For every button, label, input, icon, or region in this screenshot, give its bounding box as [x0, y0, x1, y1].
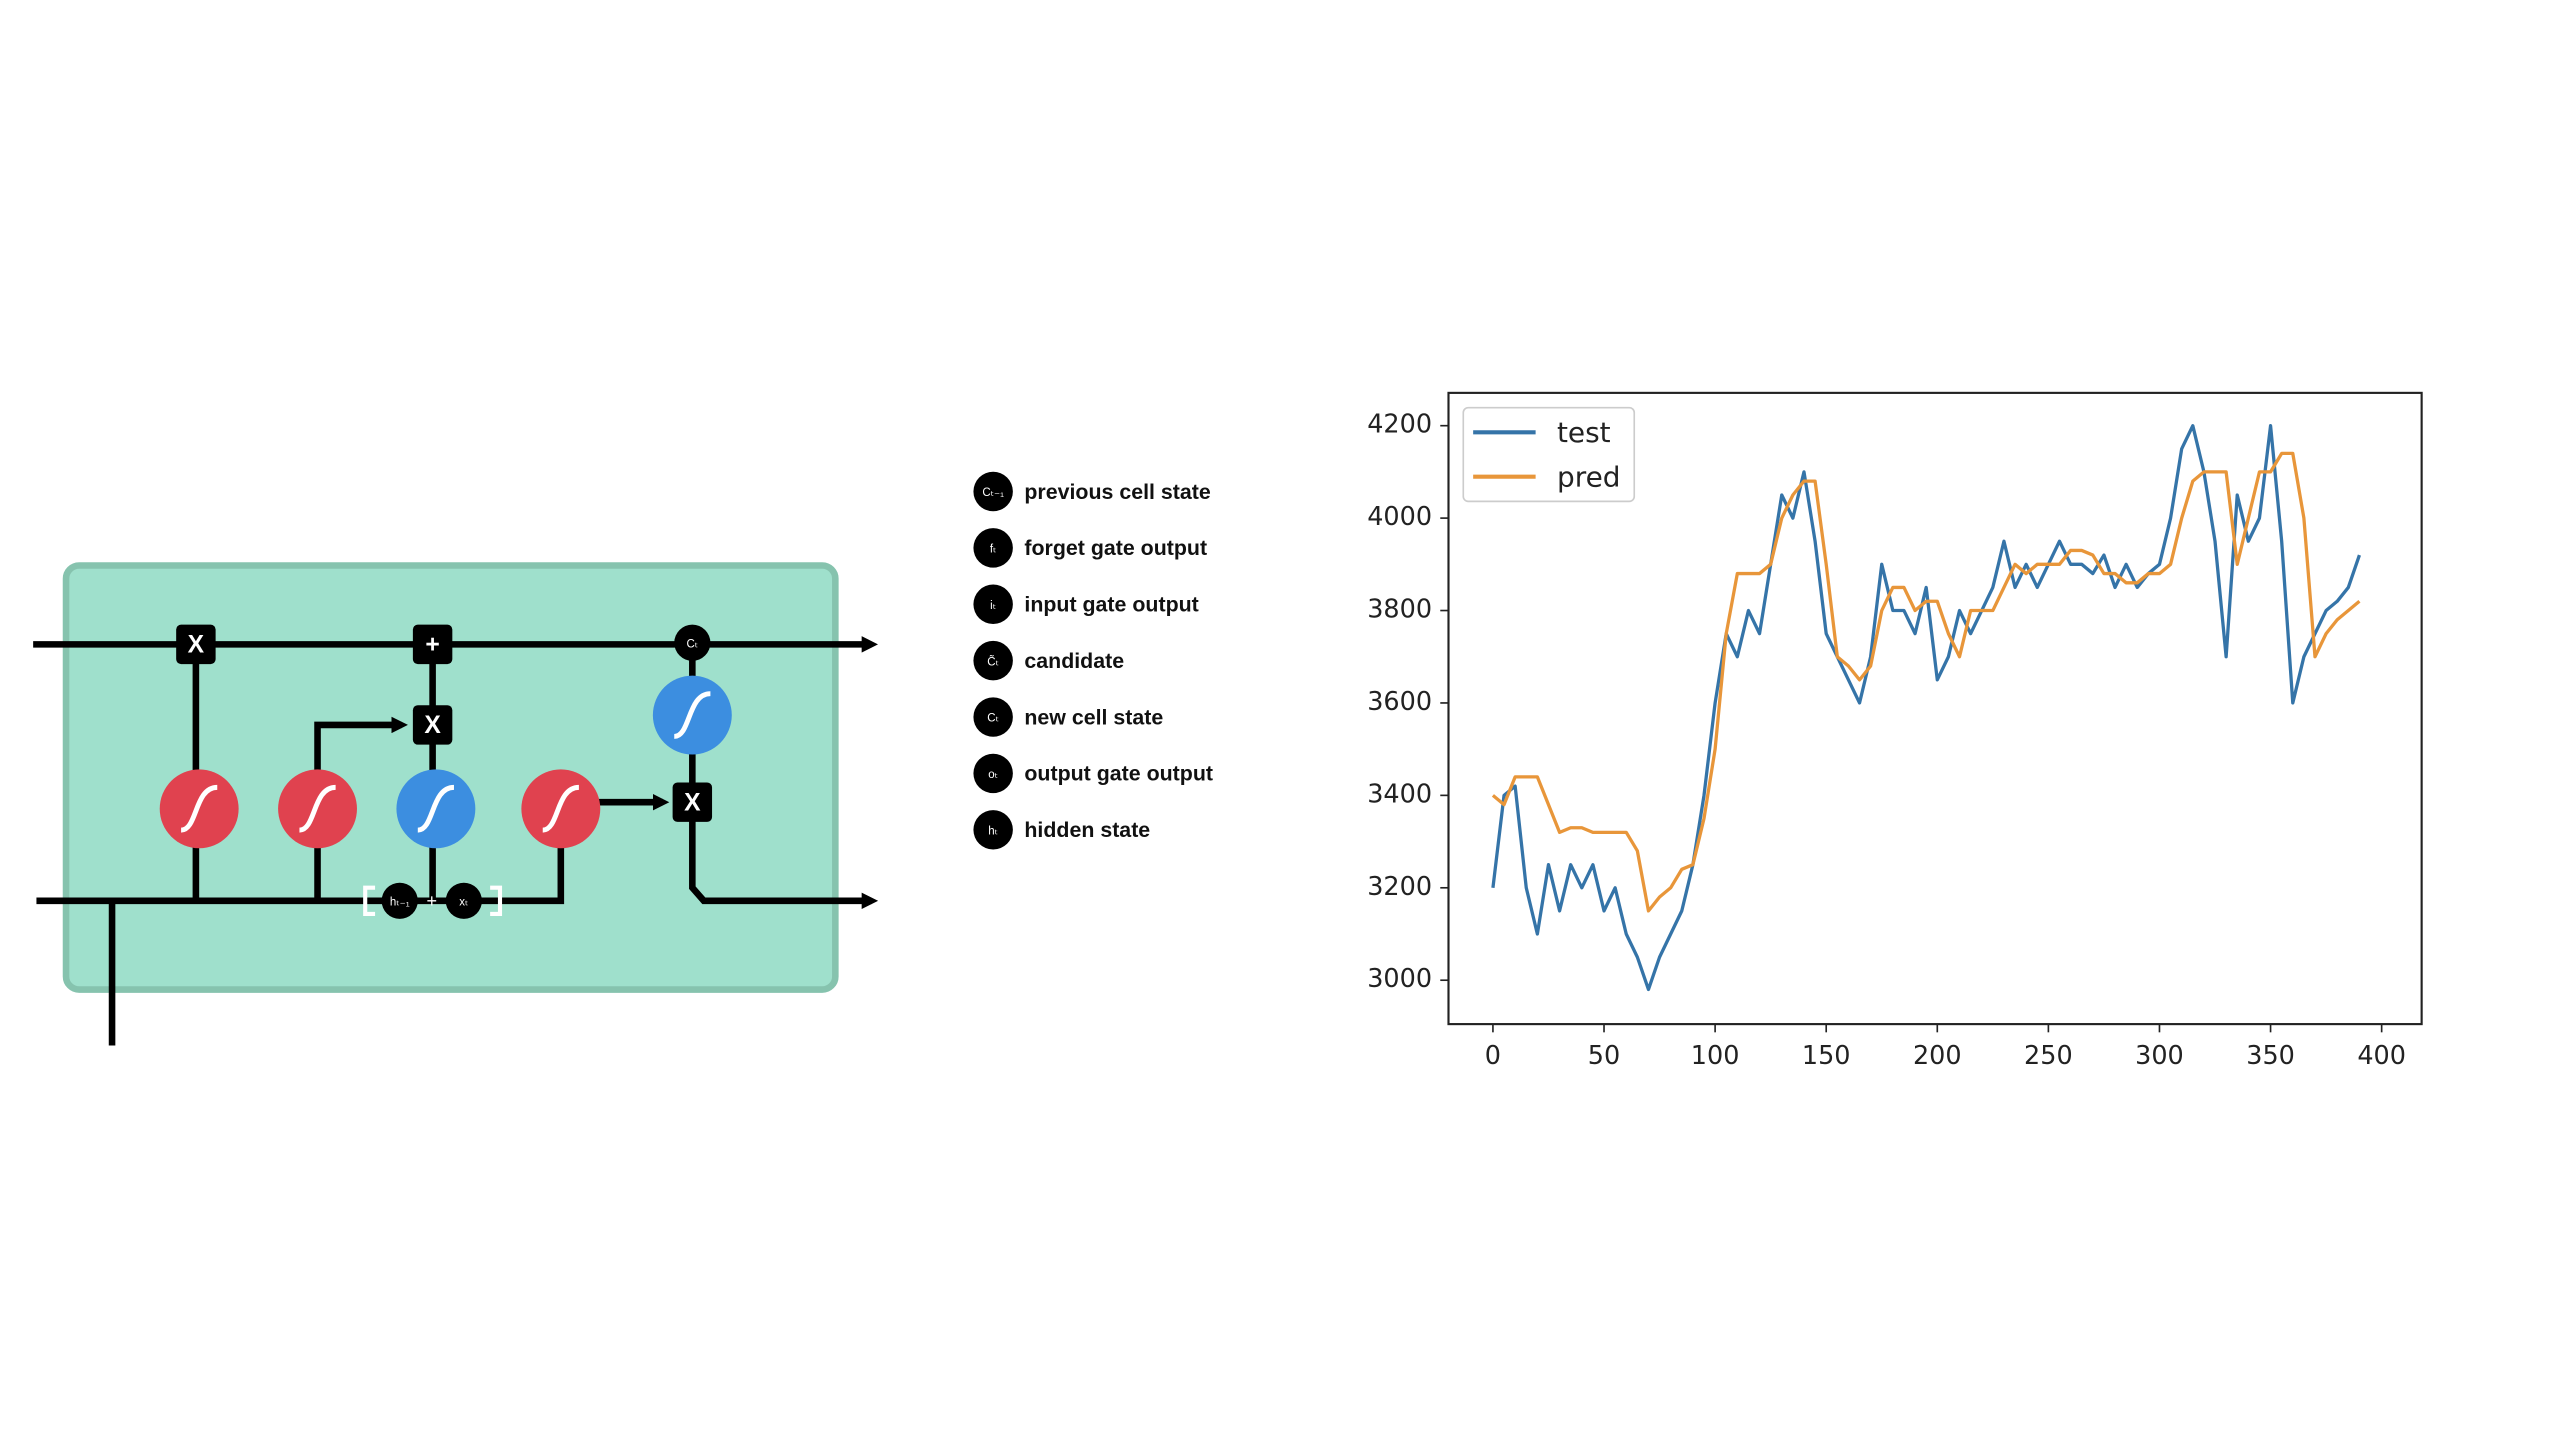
legend-icon: [973, 810, 1013, 850]
y-tick-label: 3400: [1367, 779, 1432, 809]
legend-label: input gate output: [1024, 593, 1198, 617]
hidden-line: [689, 644, 879, 910]
legend-symbol: iₜ: [990, 600, 996, 612]
curve: [417, 784, 455, 833]
x-tick-label: 300: [2135, 1041, 2184, 1071]
input-line: [36, 808, 565, 905]
legend-icon: [973, 584, 1013, 624]
series-line: [1491, 451, 2361, 913]
legend-entry: pred: [1557, 460, 1621, 493]
y-tick-label: 3800: [1367, 595, 1432, 625]
y-tick-label: 3600: [1367, 687, 1432, 717]
legend-icon: [973, 697, 1013, 737]
x-tick-label: 0: [1485, 1041, 1501, 1071]
legend-icon: [973, 753, 1013, 794]
x-tick-label: 350: [2246, 1041, 2295, 1071]
op-box: [412, 705, 453, 745]
state-symbol: Cₜ: [686, 638, 698, 650]
legend-icon: [973, 640, 1013, 681]
x-tick-label: 100: [1691, 1041, 1740, 1071]
op-label: +: [425, 632, 439, 659]
op-label: X: [684, 789, 701, 816]
legend-symbol: C̃ₜ: [987, 655, 999, 668]
legend-symbol: hₜ: [988, 825, 998, 837]
op-box: [672, 782, 713, 822]
x-tick-label: 400: [2357, 1041, 2406, 1071]
legend-icon: [973, 471, 1013, 512]
legend-icon: [973, 528, 1013, 568]
y-tick-label: 3000: [1367, 964, 1432, 994]
curve: [673, 691, 711, 739]
diagram-legend: Cₜ₋₁ previous cell state fₜ forget gate out…: [973, 471, 1213, 850]
lstm-diagram: [33, 562, 879, 1046]
x-tick-label: 50: [1588, 1041, 1620, 1071]
legend-label: hidden state: [1024, 818, 1150, 842]
y-tick-label: 4200: [1367, 410, 1432, 440]
line-chart: 3000 3200 3400 3600 3800 4000 4200 0 50 100 150 200…: [1367, 391, 2423, 1071]
input-symbol: xₜ: [459, 896, 468, 908]
input-node: [445, 882, 482, 919]
y-tick-label: 4000: [1367, 502, 1432, 532]
op-box: [176, 624, 216, 665]
x-tick-label: 200: [1913, 1041, 1962, 1071]
series-line: [1491, 424, 2361, 992]
input-node: [381, 882, 418, 919]
legend-label: candidate: [1024, 649, 1124, 673]
x-tick-label: 250: [2024, 1041, 2073, 1071]
op-label: X: [424, 712, 441, 739]
op-label: X: [188, 632, 205, 659]
legend-symbol: fₜ: [990, 544, 997, 556]
legend-label: new cell state: [1024, 705, 1163, 729]
legend-label: forget gate output: [1024, 536, 1207, 560]
input-symbol: hₜ₋₁: [390, 896, 410, 908]
x-tick-label: 150: [1802, 1041, 1851, 1071]
legend-label: previous cell state: [1024, 480, 1211, 504]
state-node: [674, 624, 711, 661]
legend-symbol: Cₜ: [987, 713, 999, 725]
curve: [298, 784, 337, 833]
input-plus: +: [426, 891, 437, 911]
concat-brackets: [363, 885, 503, 917]
legend-symbol: Cₜ₋₁: [982, 487, 1004, 499]
legend-label: output gate output: [1024, 762, 1213, 786]
curve: [542, 784, 580, 833]
op-box: [412, 624, 453, 665]
legend-entry: test: [1557, 416, 1611, 449]
legend-symbol: oₜ: [988, 769, 998, 781]
y-tick-label: 3200: [1367, 872, 1432, 902]
curve: [180, 784, 218, 833]
